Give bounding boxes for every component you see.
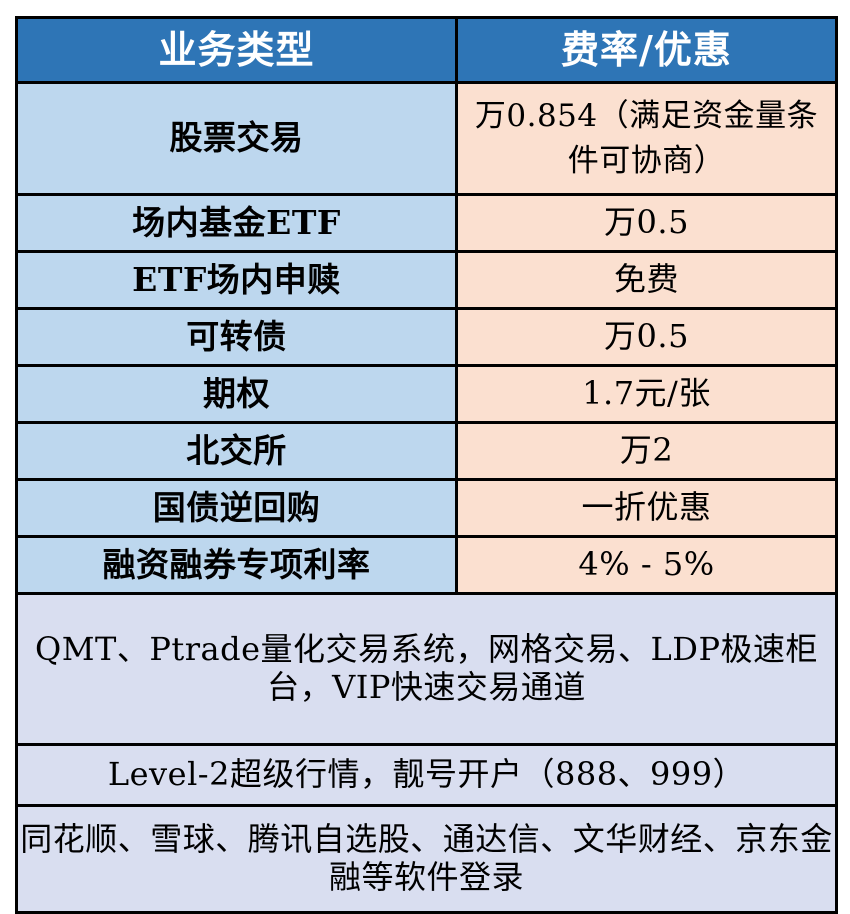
- rate-value-reverse-repo: 一折优惠: [455, 478, 838, 538]
- rate-value-margin-financing: 4% - 5%: [455, 535, 838, 595]
- rate-value-etf-fund: 万0.5: [455, 193, 838, 253]
- rate-value-convertible-bond: 万0.5: [455, 307, 838, 367]
- note-supported-software: 同花顺、雪球、腾讯自选股、通达信、文华财经、京东金融等软件登录: [15, 804, 838, 914]
- brokerage-fee-table: 业务类型 费率/优惠 股票交易 万0.854（满足资金量条件可协商） 场内基金E…: [15, 16, 838, 914]
- service-name-etf-subscription: ETF场内申赎: [15, 250, 458, 310]
- note-row: 同花顺、雪球、腾讯自选股、通达信、文华财经、京东金融等软件登录: [15, 804, 838, 914]
- table-row: ETF场内申赎 免费: [15, 250, 838, 310]
- rate-value-etf-subscription: 免费: [455, 250, 838, 310]
- table-row: 场内基金ETF 万0.5: [15, 193, 838, 253]
- column-header-service: 业务类型: [15, 16, 458, 84]
- rate-value-options: 1.7元/张: [455, 364, 838, 424]
- service-name-stock-trading: 股票交易: [15, 81, 458, 196]
- fee-table-wrapper: 业务类型 费率/优惠 股票交易 万0.854（满足资金量条件可协商） 场内基金E…: [15, 16, 838, 914]
- service-name-reverse-repo: 国债逆回购: [15, 478, 458, 538]
- table-row: 股票交易 万0.854（满足资金量条件可协商）: [15, 81, 838, 196]
- service-name-etf-fund: 场内基金ETF: [15, 193, 458, 253]
- note-level2-and-account: Level-2超级行情，靓号开户（888、999）: [15, 743, 838, 807]
- table-row: 可转债 万0.5: [15, 307, 838, 367]
- table-row: 北交所 万2: [15, 421, 838, 481]
- table-header-row: 业务类型 费率/优惠: [15, 16, 838, 84]
- column-header-rate: 费率/优惠: [455, 16, 838, 84]
- rate-value-bse: 万2: [455, 421, 838, 481]
- note-trading-systems: QMT、Ptrade量化交易系统，网格交易、LDP极速柜台，VIP快速交易通道: [15, 592, 838, 746]
- rate-value-stock-trading: 万0.854（满足资金量条件可协商）: [455, 81, 838, 196]
- table-row: 国债逆回购 一折优惠: [15, 478, 838, 538]
- table-row: 期权 1.7元/张: [15, 364, 838, 424]
- service-name-options: 期权: [15, 364, 458, 424]
- table-row: 融资融券专项利率 4% - 5%: [15, 535, 838, 595]
- note-row: QMT、Ptrade量化交易系统，网格交易、LDP极速柜台，VIP快速交易通道: [15, 592, 838, 746]
- service-name-convertible-bond: 可转债: [15, 307, 458, 367]
- service-name-margin-financing: 融资融券专项利率: [15, 535, 458, 595]
- service-name-bse: 北交所: [15, 421, 458, 481]
- note-row: Level-2超级行情，靓号开户（888、999）: [15, 743, 838, 807]
